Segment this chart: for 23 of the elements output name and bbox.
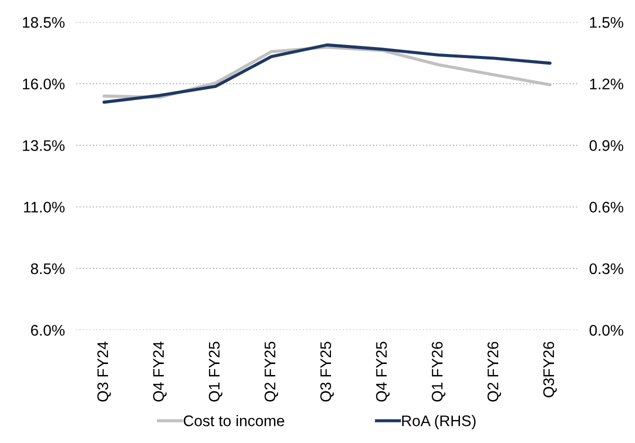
x-tick-label: Q3FY26	[543, 342, 557, 398]
y2-tick-label: 0.6%	[590, 202, 624, 213]
x-tick-label: Q3 FY24	[97, 342, 111, 402]
y-tick-label: 8.5%	[30, 263, 65, 274]
y2-tick-label: 1.5%	[590, 17, 624, 28]
y2-tick-label: 0.3%	[590, 263, 624, 274]
y2-tick-label: 0.9%	[590, 140, 624, 151]
x-tick-label: Q1 FY26	[432, 342, 446, 402]
x-tick-label: Q4 FY25	[376, 342, 390, 402]
x-tick-label: Q2 FY26	[488, 342, 502, 402]
y-tick-label: 11.0%	[24, 202, 65, 213]
y-tick-label: 18.5%	[22, 17, 65, 28]
x-tick-label: Q2 FY25	[264, 342, 278, 402]
legend-label: RoA (RHS)	[402, 415, 476, 430]
y2-tick-label: 0.0%	[590, 324, 624, 336]
y-tick-label: 6.0%	[31, 324, 65, 336]
y-tick-label: 13.5%	[22, 140, 65, 151]
x-tick-label: Q3 FY25	[320, 342, 334, 402]
x-tick-label: Q1 FY25	[208, 342, 222, 402]
x-tick-label: Q4 FY24	[153, 342, 167, 402]
legend-label: Cost to income	[184, 415, 284, 426]
y2-tick-label: 1.2%	[590, 78, 624, 90]
y-tick-label: 16.0%	[22, 78, 65, 90]
